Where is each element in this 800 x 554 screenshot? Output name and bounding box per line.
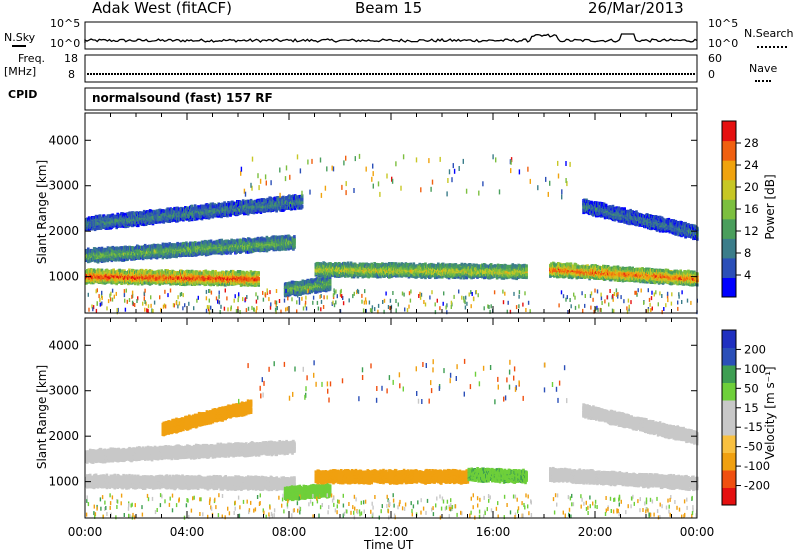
data-cell: [236, 270, 240, 274]
freq-unit: [MHz]: [4, 65, 36, 78]
nsearch-tick-top: 10^5: [708, 17, 738, 30]
nsearch-label: N.Search: [744, 27, 794, 40]
data-cell: [148, 269, 152, 273]
data-cell: [293, 235, 296, 239]
data-cell: [158, 282, 162, 286]
data-cell: [179, 282, 182, 286]
data-cell: [185, 269, 189, 273]
nave-legend-dots: [755, 80, 771, 82]
nave-tick-top: 60: [708, 52, 722, 65]
nsky-legend-line: [12, 45, 26, 47]
nsearch-tick-bottom: 10^0: [708, 37, 738, 50]
data-cell: [120, 281, 123, 285]
data-cell: [96, 268, 100, 272]
data-cell: [238, 270, 242, 274]
data-cell: [85, 273, 88, 277]
data-cell: [160, 269, 163, 273]
data-cell: [161, 281, 164, 285]
nsearch-legend-dots: [757, 46, 787, 48]
data-cell: [118, 268, 121, 272]
data-cell: [225, 270, 228, 274]
nsky-panel: [84, 21, 698, 50]
date-title: 26/Mar/2013: [588, 0, 684, 17]
data-cell: [222, 271, 225, 275]
data-cell: [257, 277, 260, 281]
cpid-panel: [84, 87, 698, 111]
data-cell: [112, 268, 115, 272]
power-data-layer: [85, 153, 699, 315]
data-cell: [109, 275, 113, 280]
nsky-tick-bottom: 10^0: [50, 37, 80, 50]
data-cell: [293, 238, 296, 242]
data-cell: [134, 282, 137, 286]
nave-label: Nave: [749, 62, 777, 75]
data-cell: [231, 269, 235, 274]
data-cell: [184, 279, 188, 283]
data-cell: [188, 271, 192, 275]
data-cell: [257, 271, 260, 275]
nsky-tick-top: 10^5: [50, 17, 80, 30]
beam-title: Beam 15: [355, 0, 422, 17]
freq-tick-bottom: 8: [68, 68, 75, 81]
data-cell: [136, 282, 140, 286]
nsky-label: N.Sky: [4, 31, 35, 44]
data-cell: [257, 279, 260, 283]
data-cell: [98, 268, 102, 272]
data-cell: [128, 268, 131, 272]
nsky-line: [84, 33, 698, 43]
data-cell: [100, 268, 104, 272]
nave-tick-bottom: 0: [708, 68, 715, 81]
nsky-trace: [84, 33, 698, 43]
freq-tick-top: 18: [64, 52, 78, 65]
data-cell: [107, 246, 111, 250]
data-cell: [230, 269, 233, 274]
freq-label: Freq.: [18, 52, 45, 65]
data-cell: [90, 269, 94, 273]
cpid-label: CPID: [8, 88, 37, 101]
station-title: Adak West (fitACF): [92, 0, 232, 17]
data-cell: [144, 268, 148, 273]
data-cell: [204, 282, 208, 286]
data-cell: [257, 283, 260, 287]
data-cell: [257, 281, 260, 285]
data-cell: [87, 247, 90, 251]
data-cell: [195, 270, 199, 274]
data-cell: [214, 270, 217, 274]
freq-panel: [84, 54, 698, 83]
data-cell: [246, 283, 250, 287]
